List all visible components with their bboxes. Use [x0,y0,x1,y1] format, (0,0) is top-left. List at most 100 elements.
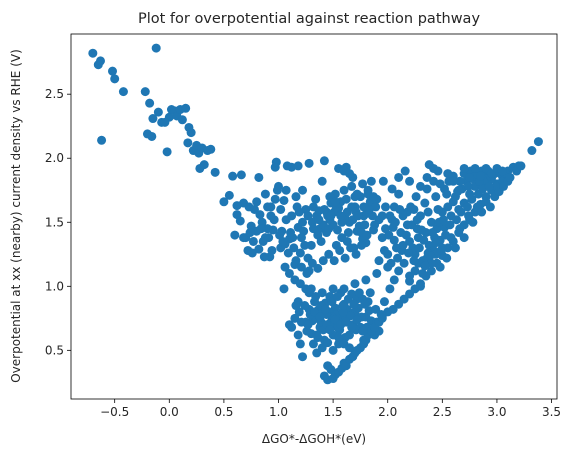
data-point [298,185,308,195]
data-point [426,217,436,227]
data-point [387,184,397,194]
data-point [406,202,416,212]
data-point [383,262,393,272]
data-point [183,138,193,148]
data-point [366,176,376,186]
data-point [287,211,297,221]
y-tick-label: 1.5 [45,215,64,229]
data-point [369,192,379,202]
data-point [389,275,399,285]
x-tick-label: 3.0 [487,405,506,419]
data-point [354,288,364,298]
data-point [414,243,424,253]
data-point [415,281,425,291]
data-point [441,230,451,240]
data-point [306,240,316,250]
data-point [256,224,266,234]
data-point [324,224,334,234]
data-point [236,170,246,180]
data-point [293,330,303,340]
data-point [403,248,413,258]
data-point [455,224,465,234]
data-point [462,202,472,212]
data-point [459,233,469,243]
data-point [346,243,356,253]
data-point [402,220,412,230]
data-point [420,198,430,208]
data-point [426,266,436,276]
data-point [330,197,340,207]
data-point [300,240,310,250]
plot-area-frame [70,33,558,400]
data-point [324,249,334,259]
data-point [343,228,353,238]
data-point [344,343,354,353]
data-point [352,189,362,199]
data-point [298,217,308,227]
data-point [108,66,117,76]
data-point [289,243,299,253]
data-point [160,117,170,127]
data-point [344,169,354,179]
data-point [401,230,411,240]
y-tick-label: 2.0 [45,151,64,165]
data-point [311,292,321,302]
data-point [363,185,373,195]
data-point [254,172,264,182]
data-point [362,230,372,240]
x-tick-label: 2.0 [378,405,397,419]
data-point [323,338,333,348]
data-point [358,326,368,336]
data-point [326,211,336,221]
data-point [340,253,350,263]
data-point [364,204,374,214]
data-point [435,179,445,189]
data-point [148,114,158,124]
data-point [254,244,264,254]
data-point [358,179,368,189]
data-point [266,202,276,212]
data-point [292,202,302,212]
data-point [339,185,349,195]
data-point [429,163,439,173]
data-point [295,248,305,258]
data-point [280,262,290,272]
data-point [422,184,432,194]
data-point [423,207,433,217]
data-point [409,256,419,266]
data-point [352,315,362,325]
data-point [399,258,409,268]
data-point [381,202,391,212]
data-point [206,144,216,154]
data-point [287,322,297,332]
data-point [484,181,494,191]
data-point [266,211,276,221]
data-point [505,172,515,182]
data-point [282,161,292,171]
data-point [210,167,220,177]
data-point [317,176,327,186]
data-point [527,146,537,156]
x-tick-label: 0.5 [214,405,233,419]
data-point [431,192,441,202]
data-point [232,201,242,211]
data-point [476,171,486,181]
data-point [374,256,384,266]
data-point [97,135,107,145]
data-point [390,217,400,227]
data-point [296,233,306,243]
x-tick-label: 2.5 [433,405,452,419]
data-point [412,215,422,225]
data-point [248,236,258,246]
data-point [304,288,314,298]
data-point [281,185,291,195]
data-point [308,339,318,349]
data-point [252,197,262,207]
data-point [295,339,305,349]
data-point [177,115,187,125]
data-point [279,284,289,294]
data-point [342,207,352,217]
data-point [311,194,321,204]
data-point [464,211,474,221]
